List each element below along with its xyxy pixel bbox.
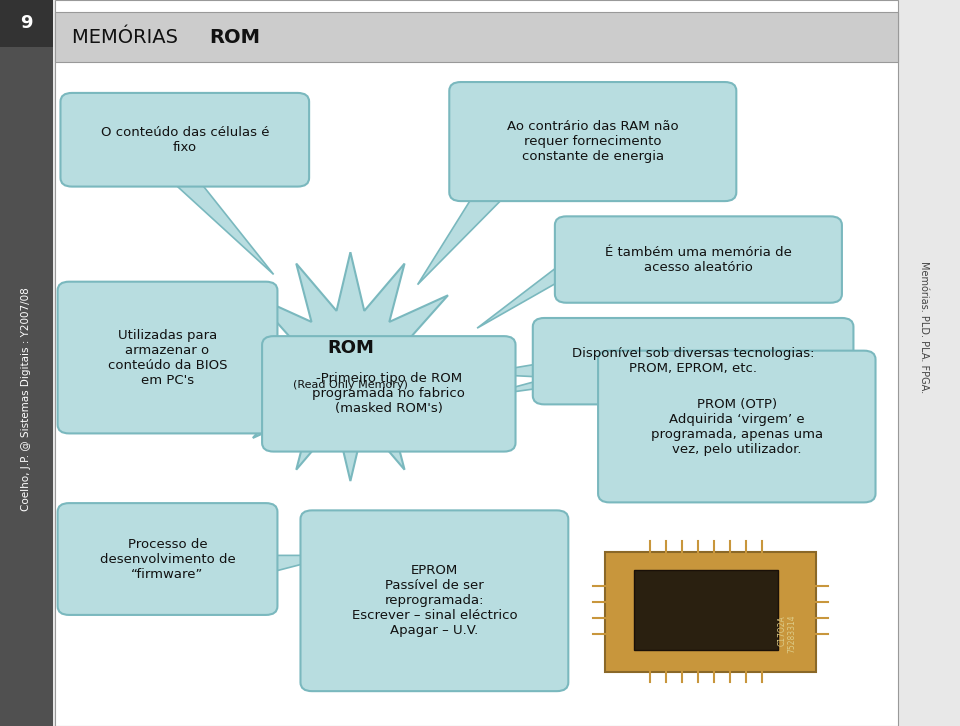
FancyBboxPatch shape	[55, 12, 898, 62]
Polygon shape	[326, 345, 360, 443]
FancyBboxPatch shape	[598, 351, 876, 502]
Polygon shape	[266, 555, 336, 574]
Text: Coelho, J.P. @ Sistemas Digitais : Y2007/08: Coelho, J.P. @ Sistemas Digitais : Y2007…	[21, 287, 31, 511]
Text: EPROM
Passível de ser
reprogramada:
Escrever – sinal eléctrico
Apagar – U.V.: EPROM Passível de ser reprogramada: Escr…	[351, 564, 517, 637]
Text: MEMÓRIAS: MEMÓRIAS	[72, 28, 184, 46]
Polygon shape	[418, 192, 509, 285]
FancyBboxPatch shape	[634, 570, 778, 650]
Text: Utilizadas para
armazenar o
conteúdo da BIOS
em PC's: Utilizadas para armazenar o conteúdo da …	[108, 329, 228, 386]
Text: (Read Only Memory): (Read Only Memory)	[293, 380, 408, 390]
Text: Disponível sob diversas tecnologias:
PROM, EPROM, etc.: Disponível sob diversas tecnologias: PRO…	[572, 347, 814, 375]
Text: ROM: ROM	[209, 28, 260, 46]
FancyBboxPatch shape	[58, 503, 277, 615]
Polygon shape	[0, 0, 53, 47]
Text: Memórias. PLD. PLA. FPGA.: Memórias. PLD. PLA. FPGA.	[920, 261, 929, 393]
Text: PROM (OTP)
Adquirida ‘virgem’ e
programada, apenas uma
vez, pelo utilizador.: PROM (OTP) Adquirida ‘virgem’ e programa…	[651, 398, 823, 455]
FancyBboxPatch shape	[262, 336, 516, 452]
Text: ROM: ROM	[327, 340, 373, 357]
FancyBboxPatch shape	[449, 82, 736, 201]
FancyBboxPatch shape	[60, 93, 309, 187]
FancyBboxPatch shape	[55, 0, 898, 726]
Polygon shape	[0, 0, 53, 726]
Text: Processo de
desenvolvimento de
“firmware”: Processo de desenvolvimento de “firmware…	[100, 537, 235, 581]
Text: É também uma memória de
acesso aleatório: É também uma memória de acesso aleatório	[605, 245, 792, 274]
Text: 9: 9	[19, 15, 33, 32]
FancyBboxPatch shape	[58, 282, 277, 433]
Polygon shape	[478, 362, 552, 378]
FancyBboxPatch shape	[555, 216, 842, 303]
Polygon shape	[228, 252, 472, 481]
Text: -Primeiro tipo de ROM
programada no fabrico
(masked ROM's): -Primeiro tipo de ROM programada no fabr…	[312, 372, 466, 415]
FancyBboxPatch shape	[533, 318, 853, 404]
Text: C17O2A
75283314: C17O2A 75283314	[778, 615, 797, 653]
FancyBboxPatch shape	[300, 510, 568, 691]
Text: O conteúdo das células é
fixo: O conteúdo das células é fixo	[101, 126, 269, 154]
Text: Ao contrário das RAM não
requer fornecimento
constante de energia: Ao contrário das RAM não requer fornecim…	[507, 120, 679, 163]
Polygon shape	[266, 370, 283, 388]
Polygon shape	[480, 359, 617, 396]
Polygon shape	[477, 260, 566, 328]
Polygon shape	[168, 178, 274, 274]
FancyBboxPatch shape	[605, 552, 816, 672]
